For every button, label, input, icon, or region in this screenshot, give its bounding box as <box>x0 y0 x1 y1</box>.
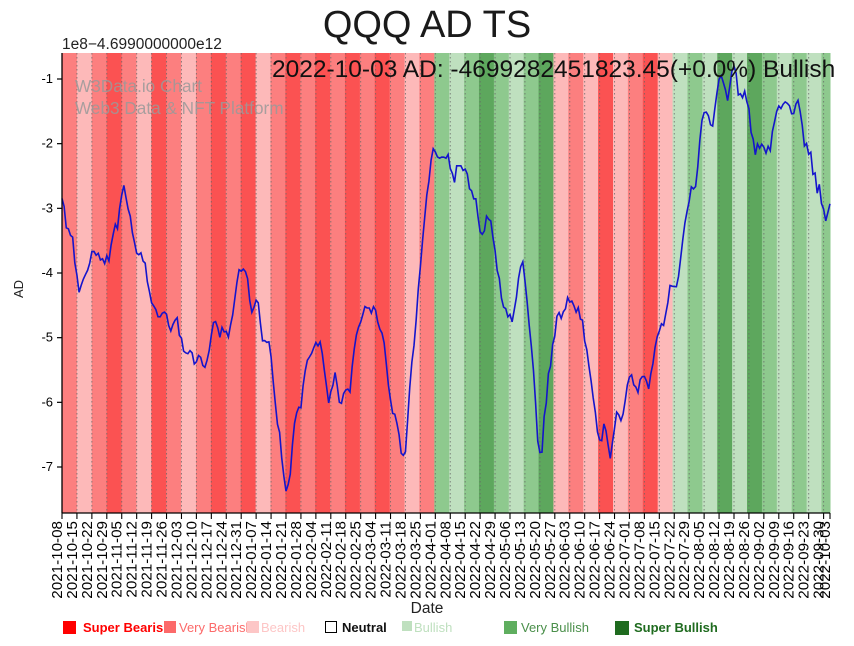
svg-text:-1: -1 <box>41 71 53 86</box>
svg-text:-3: -3 <box>41 200 53 215</box>
svg-text:-7: -7 <box>41 459 53 474</box>
svg-text:-2: -2 <box>41 136 53 151</box>
svg-text:2022-10-03: 2022-10-03 <box>817 521 834 599</box>
svg-text:-6: -6 <box>41 394 53 409</box>
svg-text:-4: -4 <box>41 265 53 280</box>
svg-text:-5: -5 <box>41 330 53 345</box>
